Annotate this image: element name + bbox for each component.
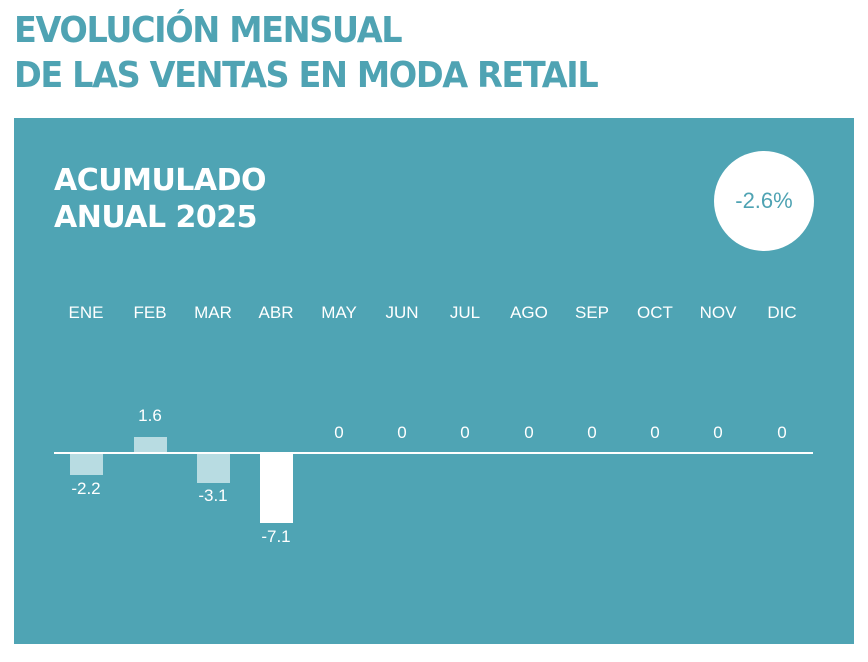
month-label-ago: AGO — [510, 303, 548, 322]
zero-baseline — [54, 452, 813, 454]
bar-ene — [70, 454, 103, 475]
month-label-jun: JUN — [385, 303, 419, 322]
annual-total-badge: -2.6% — [714, 151, 814, 251]
value-label-jun: 0 — [397, 423, 407, 442]
chart-panel: ACUMULADO ANUAL 2025 -2.6% ENE FEB MAR A… — [14, 118, 854, 644]
value-label-may: 0 — [334, 423, 344, 442]
value-label-ene: -2.2 — [71, 479, 101, 498]
month-label-feb: FEB — [133, 303, 167, 322]
month-label-mar: MAR — [194, 303, 232, 322]
subtitle-line-1: ACUMULADO — [54, 163, 267, 198]
value-label-nov: 0 — [713, 423, 723, 442]
month-label-abr: ABR — [258, 303, 294, 322]
month-label-ene: ENE — [68, 303, 104, 322]
chart-subtitle: ACUMULADO ANUAL 2025 — [54, 162, 267, 236]
value-label-sep: 0 — [587, 423, 597, 442]
annual-total-value: -2.6% — [735, 188, 793, 213]
month-label-jul: JUL — [449, 303, 481, 322]
value-label-ago: 0 — [524, 423, 534, 442]
month-label-dic: DIC — [767, 303, 797, 322]
value-label-abr: -7.1 — [261, 527, 291, 546]
subtitle-line-2: ANUAL 2025 — [54, 200, 258, 235]
bar-feb — [134, 437, 167, 453]
value-label-oct: 0 — [650, 423, 660, 442]
month-label-oct: OCT — [637, 303, 673, 322]
month-label-nov: NOV — [699, 303, 737, 322]
value-label-mar: -3.1 — [198, 486, 228, 505]
value-label-jul: 0 — [460, 423, 470, 442]
bar-abr — [260, 454, 293, 523]
month-label-sep: SEP — [574, 303, 610, 322]
title-line-1: EVOLUCIÓN MENSUAL — [14, 10, 403, 51]
value-label-feb: 1.6 — [138, 406, 162, 425]
month-label-may: MAY — [321, 303, 357, 322]
bar-mar — [197, 454, 230, 483]
value-label-dic: 0 — [777, 423, 787, 442]
title-line-2: DE LAS VENTAS EN MODA RETAIL — [14, 55, 599, 96]
page-title: EVOLUCIÓN MENSUAL DE LAS VENTAS EN MODA … — [14, 8, 599, 98]
